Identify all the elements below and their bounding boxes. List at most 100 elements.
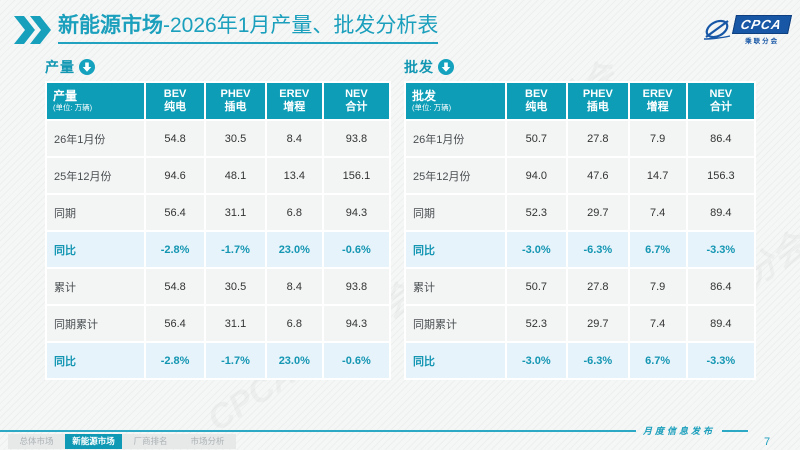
row-label-cell: 同比 (47, 343, 144, 378)
value-cell: 6.8 (266, 195, 322, 230)
value-cell: 94.0 (506, 158, 567, 193)
cpca-logo-subtext: 乘联分会 (745, 38, 780, 45)
column-header-en: EREV (642, 87, 673, 100)
row-label-cell: 25年12月份 (406, 158, 505, 193)
column-header-cell: NEV 合计 (687, 83, 754, 119)
value-cell: 94.3 (323, 306, 389, 341)
row-label-cell: 累计 (47, 269, 144, 304)
value-cell: 86.4 (687, 121, 754, 156)
value-cell: -3.0% (506, 232, 567, 267)
column-header-en: BEV (163, 87, 187, 100)
table-row: 同期累计 56.4 31.1 6.8 94.3 (47, 306, 389, 341)
table-row: 26年1月份 54.8 30.5 8.4 93.8 (47, 121, 389, 156)
value-cell: -3.3% (687, 232, 754, 267)
value-cell: 29.7 (568, 306, 628, 341)
page-number: 7 (763, 436, 771, 448)
value-cell: 23.0% (266, 343, 322, 378)
value-cell: -2.8% (145, 232, 205, 267)
column-header-cell: BEV 纯电 (145, 83, 205, 119)
value-cell: -6.3% (568, 343, 628, 378)
value-cell: -3.3% (687, 343, 754, 378)
table-row: 同比 -3.0% -6.3% 6.7% -3.3% (406, 232, 754, 267)
tab-总体市场[interactable]: 总体市场 (8, 434, 65, 449)
value-cell: 30.5 (206, 269, 265, 304)
value-cell: -3.0% (506, 343, 567, 378)
value-cell: 54.8 (145, 269, 205, 304)
table-row: 同期 52.3 29.7 7.4 89.4 (406, 195, 754, 230)
table-title-cell: 产量 (单位: 万辆) (47, 83, 144, 119)
data-table: 批发 (单位: 万辆) BEV 纯电 PHEV 插电 EREV 增程 NEV 合计 26年1月份 50… (404, 81, 756, 380)
value-cell: 31.1 (206, 195, 265, 230)
footer-rule: 月度信息发布 (0, 424, 748, 437)
data-table: 产量 (单位: 万辆) BEV 纯电 PHEV 插电 EREV 增程 NEV 合计 26年1月份 54… (45, 81, 391, 380)
double-chevron-icon (14, 16, 52, 44)
value-cell: -2.8% (145, 343, 205, 378)
value-cell: 56.4 (145, 195, 205, 230)
column-header-zh: 插电 (224, 101, 247, 113)
section-label-row: 批发 (404, 57, 756, 76)
table-row: 25年12月份 94.6 48.1 13.4 156.1 (47, 158, 389, 193)
value-cell: 7.4 (629, 195, 686, 230)
value-cell: 7.9 (629, 269, 686, 304)
value-cell: 54.8 (145, 121, 205, 156)
column-header-cell: BEV 纯电 (506, 83, 567, 119)
page-title-rest: -2026年1月产量、批发分析表 (163, 14, 439, 37)
section-label-row: 产量 (45, 57, 391, 76)
column-header-en: NEV (709, 87, 733, 100)
production-panel: 产量 产量 (单位: 万辆) BEV 纯电 PHEV 插电 EREV 增程 NEV 合计 26年1月份… (45, 57, 391, 380)
value-cell: 23.0% (266, 232, 322, 267)
value-cell: 156.1 (323, 158, 389, 193)
page-title-bold: 新能源市场 (58, 14, 163, 37)
column-header-zh: 插电 (586, 101, 609, 113)
tab-厂商排名[interactable]: 厂商排名 (122, 434, 179, 449)
column-header-en: BEV (525, 87, 548, 100)
column-header-en: PHEV (582, 87, 613, 100)
value-cell: 93.8 (323, 121, 389, 156)
value-cell: 94.3 (323, 195, 389, 230)
value-cell: -0.6% (323, 232, 389, 267)
column-header-zh: 合计 (345, 101, 368, 113)
value-cell: 93.8 (323, 269, 389, 304)
header-row: 批发 (单位: 万辆) BEV 纯电 PHEV 插电 EREV 增程 NEV 合计 (406, 83, 754, 119)
value-cell: 27.8 (568, 121, 628, 156)
value-cell: 86.4 (687, 269, 754, 304)
table-title: 批发 (412, 89, 437, 104)
row-label-cell: 同比 (47, 232, 144, 267)
column-header-cell: PHEV 插电 (568, 83, 628, 119)
circle-down-arrow-icon (438, 58, 454, 75)
column-header-zh: 纯电 (525, 101, 548, 113)
value-cell: 156.3 (687, 158, 754, 193)
value-cell: 48.1 (206, 158, 265, 193)
row-label-cell: 同比 (406, 343, 505, 378)
table-row: 累计 50.7 27.8 7.9 86.4 (406, 269, 754, 304)
row-label-cell: 同期累计 (47, 306, 144, 341)
value-cell: 50.7 (506, 269, 567, 304)
column-header-cell: EREV 增程 (266, 83, 322, 119)
footer-rule-left (0, 429, 636, 432)
cpca-logo-emblem-icon (702, 17, 732, 43)
value-cell: 47.6 (568, 158, 628, 193)
table-row: 同期累计 52.3 29.7 7.4 89.4 (406, 306, 754, 341)
row-label-cell: 同期 (47, 195, 144, 230)
value-cell: -1.7% (206, 232, 265, 267)
column-header-cell: PHEV 插电 (206, 83, 265, 119)
value-cell: 6.7% (629, 343, 686, 378)
value-cell: 8.4 (266, 121, 322, 156)
header-row: 产量 (单位: 万辆) BEV 纯电 PHEV 插电 EREV 增程 NEV 合计 (47, 83, 389, 119)
column-header-en: EREV (279, 87, 310, 100)
column-header-zh: 合计 (709, 101, 732, 113)
value-cell: 27.8 (568, 269, 628, 304)
page-title: 新能源市场-2026年1月产量、批发分析表 (58, 13, 439, 45)
cpca-logo-text: CPCA (732, 15, 793, 34)
column-header-zh: 增程 (646, 101, 669, 113)
value-cell: 7.4 (629, 306, 686, 341)
column-header-zh: 增程 (283, 101, 306, 113)
row-label-cell: 25年12月份 (47, 158, 144, 193)
circle-down-arrow-icon (79, 58, 95, 75)
tab-市场分析[interactable]: 市场分析 (179, 434, 236, 449)
tab-新能源市场[interactable]: 新能源市场 (65, 434, 122, 449)
row-label-cell: 26年1月份 (47, 121, 144, 156)
value-cell: 29.7 (568, 195, 628, 230)
value-cell: -0.6% (323, 343, 389, 378)
